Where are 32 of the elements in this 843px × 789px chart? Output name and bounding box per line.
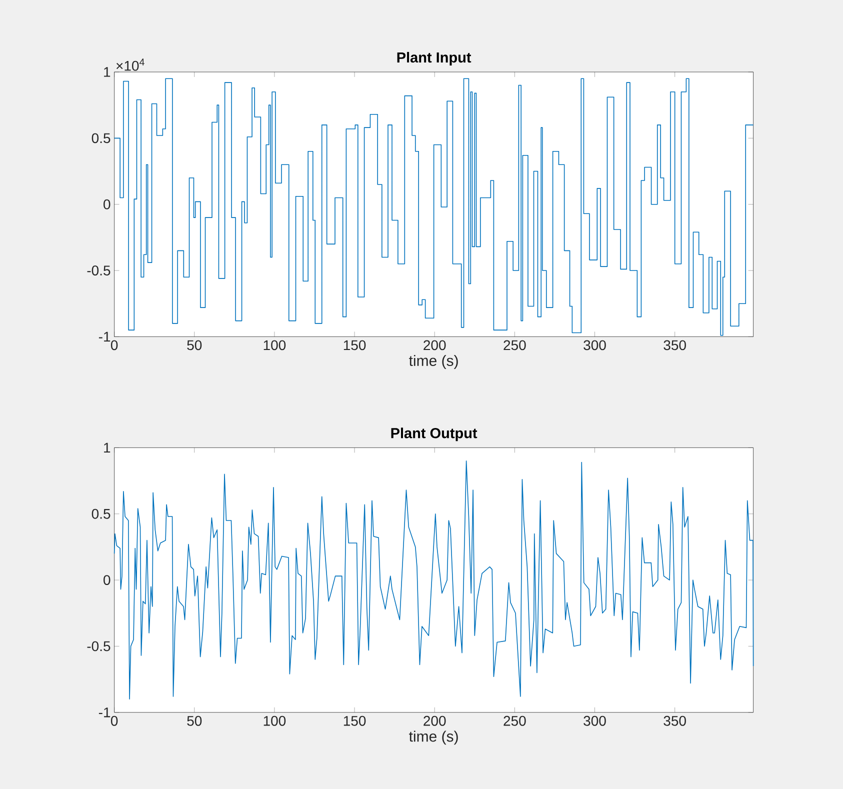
x-tick-label: 100 <box>264 340 286 350</box>
y-tick-label: 0.5 <box>92 133 110 144</box>
text: ×10$^{4}$ <box>116 58 144 71</box>
chart-title: Plant Output <box>391 428 478 442</box>
x-tick-label: 250 <box>504 340 526 350</box>
y-tick-label: -0.5 <box>87 641 110 652</box>
chart-title: Plant Input <box>397 52 472 66</box>
x-axis-title: time (s) <box>409 355 458 369</box>
x-tick-label: 0 <box>110 340 118 350</box>
x-axis-title: time (s) <box>409 730 458 745</box>
x-tick-label: 300 <box>584 716 606 726</box>
y-tick-label: 0 <box>104 199 110 210</box>
x-tick-label: 50 <box>187 716 202 726</box>
y-tick-label: 1 <box>104 67 110 77</box>
line-series <box>114 460 754 700</box>
x-tick-label: 150 <box>344 340 366 350</box>
x-tick-label: 50 <box>187 340 202 350</box>
x-tick-label: 200 <box>424 340 446 350</box>
y-tick-label: -1 <box>98 332 110 342</box>
x-tick-label: 350 <box>664 340 686 350</box>
y-tick-label: -1 <box>98 708 110 718</box>
x-tick-label: 100 <box>264 716 286 726</box>
y-tick-label: 1 <box>104 442 110 453</box>
y-tick-label: -0.5 <box>87 266 110 276</box>
x-tick-label: 250 <box>504 716 526 726</box>
x-tick-label: 300 <box>584 340 606 350</box>
x-tick-label: 150 <box>344 716 366 726</box>
x-tick-label: 0 <box>110 716 118 726</box>
x-tick-label: 200 <box>424 716 446 726</box>
y-tick-label: 0.5 <box>92 508 110 519</box>
y-tick-label: 0 <box>104 575 110 585</box>
x-tick-label: 350 <box>664 716 686 726</box>
